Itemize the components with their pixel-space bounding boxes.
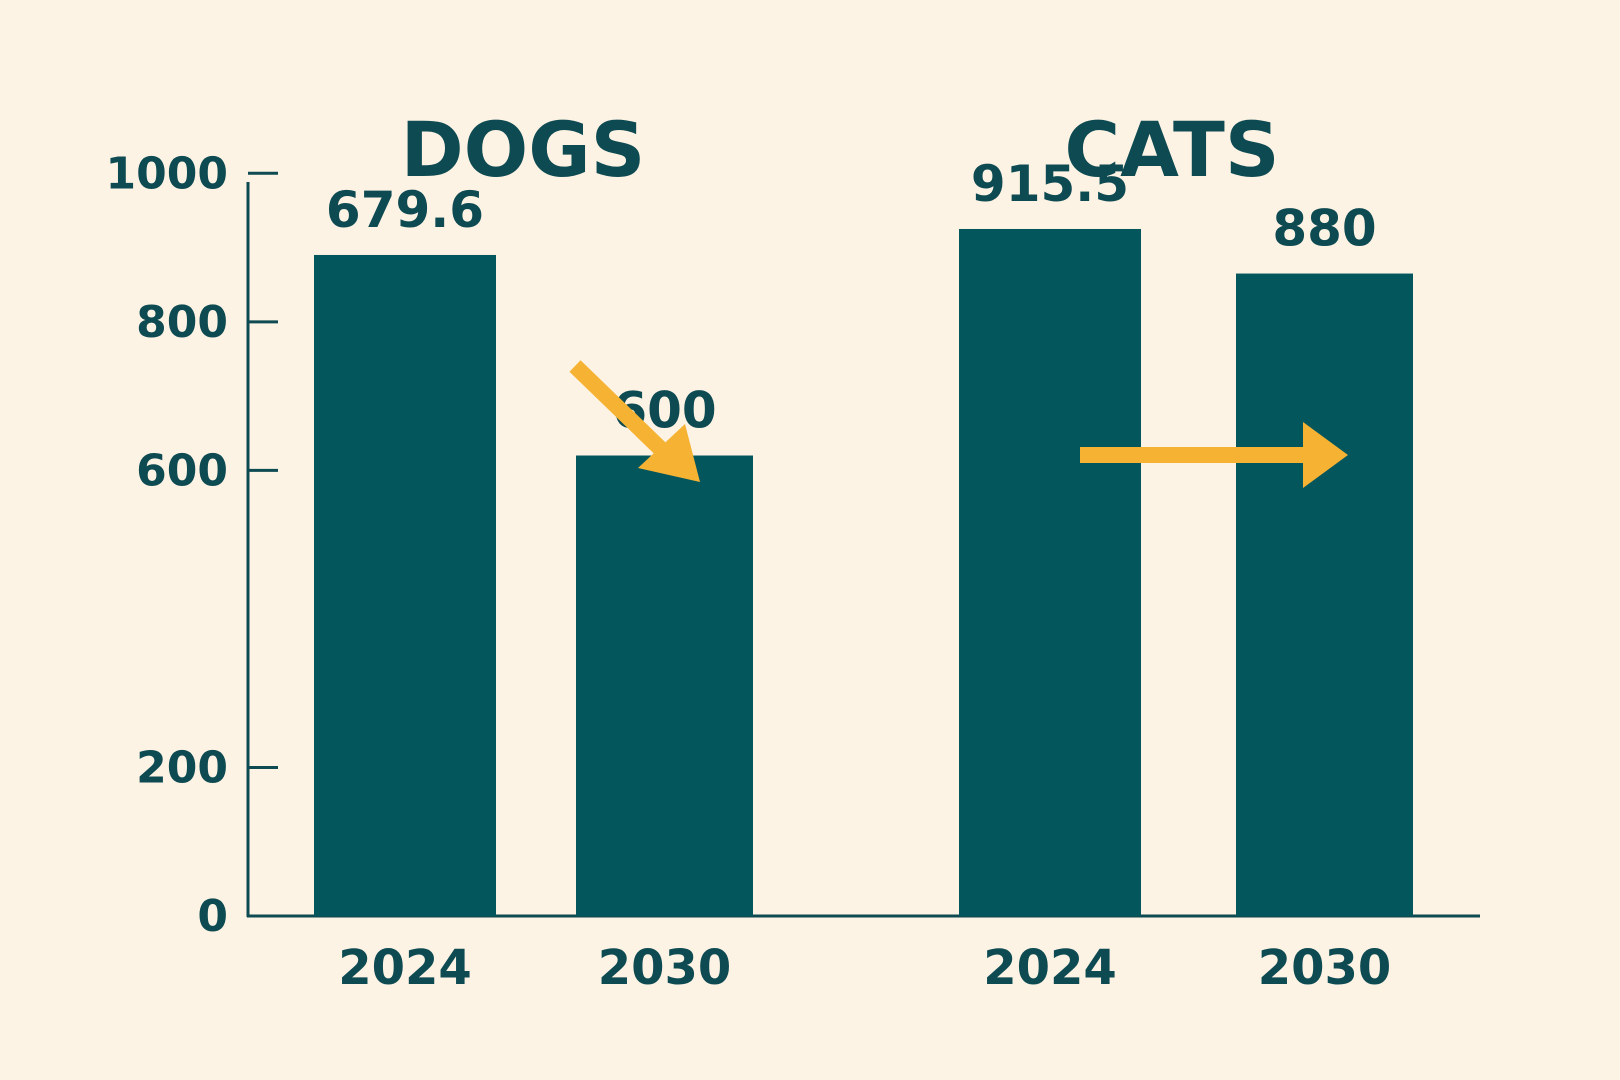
trend-arrow-dogs-shaft <box>569 360 674 462</box>
x-tick-label: 2024 <box>338 940 472 996</box>
axes: 0 200 600 800 1000 <box>106 148 1480 942</box>
bars <box>314 228 1413 917</box>
data-label: 880 <box>1272 200 1376 258</box>
x-tick-label: 2030 <box>1258 940 1392 996</box>
data-label: 915.5 <box>971 155 1129 213</box>
y-tick-label: 600 <box>136 445 228 496</box>
x-tick-label: 2030 <box>598 940 732 996</box>
bar <box>959 228 1141 916</box>
y-tick-label: 800 <box>136 297 228 348</box>
trend-arrow-cats-head <box>1303 422 1348 488</box>
data-label: 679.6 <box>326 181 484 239</box>
x-tick-label: 2024 <box>983 940 1117 996</box>
group-title-dogs: DOGS <box>401 105 646 194</box>
y-tick-label: 0 <box>197 891 228 942</box>
trend-arrow-dogs-head <box>638 424 700 482</box>
bar <box>314 254 496 917</box>
trend-arrows <box>569 360 1348 488</box>
y-tick-label: 1000 <box>106 148 228 199</box>
bar <box>1236 273 1413 917</box>
group-title-cats: CATS <box>1064 105 1279 194</box>
bar <box>576 455 753 916</box>
y-tick-label: 200 <box>136 742 228 793</box>
